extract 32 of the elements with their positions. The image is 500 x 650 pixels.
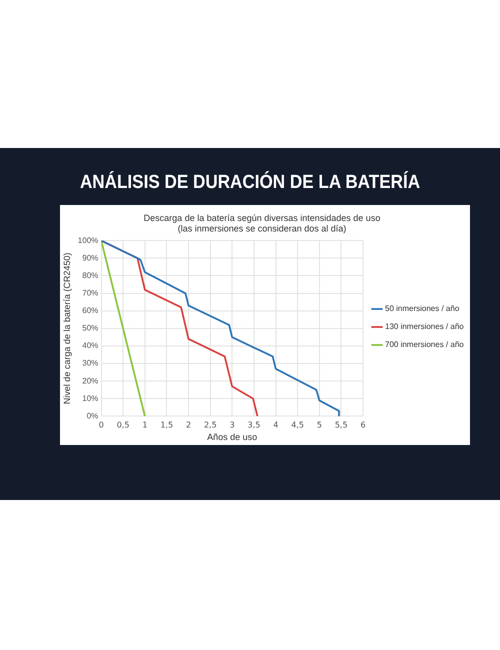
y-tick-label: 90% bbox=[82, 253, 98, 262]
y-tick-label: 10% bbox=[82, 394, 98, 403]
y-tick-label: 100% bbox=[78, 236, 98, 245]
x-tick-label: 0,5 bbox=[116, 420, 130, 430]
x-tick-label: 6 bbox=[360, 420, 366, 430]
x-tick-label: 3 bbox=[230, 420, 235, 430]
x-tick-label: 2,5 bbox=[204, 420, 217, 430]
legend-label: 700 inmersiones / año bbox=[385, 340, 464, 350]
x-tick-label: 0 bbox=[98, 420, 104, 430]
x-axis-title: Años de uso bbox=[207, 432, 258, 442]
x-tick-label: 5,5 bbox=[334, 420, 348, 430]
y-tick-label: 40% bbox=[82, 341, 98, 350]
y-tick-label: 0% bbox=[86, 411, 98, 420]
y-tick-label: 20% bbox=[82, 376, 98, 386]
y-tick-label: 50% bbox=[82, 324, 98, 333]
x-tick-label: 2 bbox=[186, 420, 192, 430]
y-tick-label: 30% bbox=[82, 358, 98, 368]
x-tick-label: 1 bbox=[142, 420, 148, 430]
y-tick-label: 80% bbox=[82, 270, 98, 280]
x-tick-label: 4,5 bbox=[291, 420, 304, 430]
chart-title: ANÁLISIS DE DURACIÓN DE LA BATERÍA bbox=[78, 172, 422, 194]
x-tick-label: 3,5 bbox=[248, 420, 260, 430]
y-tick-label: 70% bbox=[82, 288, 98, 298]
chart-subtitle: Descarga de la batería según diversas intensidades de uso bbox=[144, 212, 380, 223]
text: (las inmersiones se consideran dos al día) bbox=[178, 224, 346, 234]
x-tick-label: 5 bbox=[316, 420, 322, 430]
y-axis-title: Nivel de carga de la batería (CR2450) bbox=[62, 252, 72, 404]
legend-label: 50 inmersiones / año bbox=[385, 304, 460, 314]
y-tick-label: 60% bbox=[82, 306, 98, 316]
x-tick-label: 4 bbox=[273, 420, 278, 430]
legend-label: 130 inmersiones / año bbox=[385, 322, 464, 332]
x-tick-label: 1,5 bbox=[160, 420, 174, 430]
